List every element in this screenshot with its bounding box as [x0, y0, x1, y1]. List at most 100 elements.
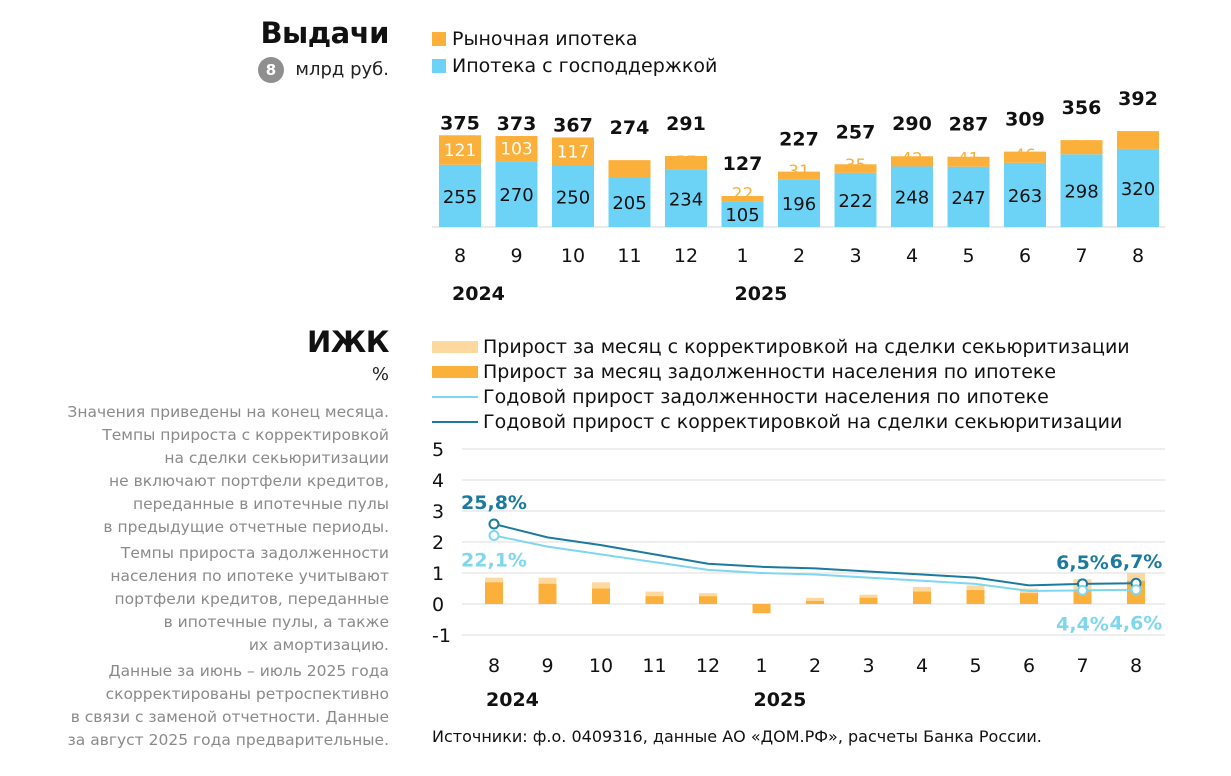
bar-market — [891, 156, 933, 167]
data-label-total: 127 — [723, 153, 763, 175]
bar-monthly — [859, 597, 878, 604]
x-tick-label: 12 — [674, 245, 698, 267]
x-tick-label: 1 — [755, 655, 767, 677]
legend-item-state: Ипотека с господдержкой — [432, 55, 717, 77]
x-tick-label: 4 — [906, 245, 918, 267]
bar-monthly — [699, 596, 717, 604]
source-note: Источники: ф.о. 0409316, данные АО «ДОМ.… — [432, 727, 1042, 746]
legend-item-monthly: Прирост за месяц задолженности населения… — [432, 360, 1130, 384]
legend-swatch-monthly — [432, 366, 478, 378]
data-label-total: 257 — [836, 121, 876, 143]
bar-market — [439, 135, 481, 165]
note-line: в ипотечные пулы, а также — [163, 613, 389, 631]
bar-state-support — [608, 176, 651, 227]
y-tick-label: 0 — [432, 594, 444, 616]
data-annotation: 6,5% — [1056, 552, 1109, 574]
data-label-state-support: 248 — [895, 188, 929, 209]
data-label-total: 367 — [553, 114, 593, 136]
legend-label-state: Ипотека с господдержкой — [452, 55, 718, 77]
data-label-total: 375 — [440, 112, 480, 134]
data-label-total: 227 — [779, 129, 819, 151]
bar-market — [1060, 140, 1103, 155]
bar-state-support — [1004, 162, 1046, 227]
x-year-label: 2024 — [486, 689, 539, 711]
x-tick-label: 5 — [969, 655, 981, 677]
y-tick-label: -1 — [432, 625, 451, 647]
legend-swatch-adjusted-monthly — [432, 341, 478, 353]
data-label-total: 356 — [1062, 97, 1102, 119]
data-label-market: 35 — [845, 156, 867, 176]
y-tick-label: 3 — [432, 501, 444, 523]
bar-monthly — [966, 590, 985, 604]
x-tick-label: 7 — [1075, 245, 1087, 267]
methodology-note-2: Темпы прироста задолженности населения п… — [9, 542, 389, 657]
mortgage-debt-unit: % — [371, 364, 389, 385]
bar-monthly — [1020, 593, 1038, 604]
x-tick-label: 10 — [589, 655, 613, 677]
issuance-bar-chart: 2551213758270103373925011736710205692741… — [432, 88, 1165, 305]
issuance-legend: Рыночная ипотека Ипотека с господдержкой — [432, 28, 717, 77]
methodology-note-1: Значения приведены на конец месяца. Темп… — [9, 401, 389, 539]
data-label-total: 309 — [1005, 109, 1045, 131]
bar-monthly — [538, 583, 557, 604]
legend-swatch-state — [432, 59, 446, 73]
bar-market — [1117, 131, 1159, 149]
data-label-total: 290 — [892, 113, 932, 135]
data-label-market: 41 — [958, 150, 980, 170]
bar-monthly — [592, 588, 610, 604]
data-label-market: 58 — [1071, 137, 1093, 157]
line-marker — [1130, 584, 1142, 596]
note-line: в предыдущие отчетные периоды. — [103, 518, 389, 536]
line-marker — [1077, 584, 1088, 596]
data-label-market: 103 — [500, 140, 532, 160]
x-tick-label: 11 — [617, 245, 641, 267]
data-annotation: 4,4% — [1056, 613, 1109, 635]
data-label-state-support: 105 — [725, 205, 759, 226]
data-label-market: 22 — [732, 184, 754, 204]
data-label-state-support: 196 — [782, 194, 816, 215]
line-annual-growth — [493, 534, 1137, 592]
data-label-state-support: 255 — [443, 187, 477, 208]
bar-market — [947, 156, 990, 167]
data-label-market: 46 — [1014, 146, 1036, 166]
data-label-state-support: 270 — [499, 185, 533, 206]
bar-market — [665, 155, 707, 170]
bar-monthly — [752, 604, 771, 614]
x-tick-label: 1 — [736, 245, 748, 267]
bar-market — [778, 171, 820, 180]
legend-swatch-market — [432, 32, 446, 46]
data-annotation: 6,7% — [1110, 551, 1163, 573]
note-line: портфели кредитов, переданные — [114, 590, 389, 608]
line-marker — [488, 518, 500, 530]
line-marker — [488, 529, 500, 541]
legend-label-annual: Годовой прирост задолженности населения … — [483, 386, 1049, 408]
bar-state-support — [1117, 148, 1159, 227]
data-annotation: 22,1% — [461, 549, 527, 571]
x-tick-label: 3 — [849, 245, 861, 267]
data-label-state-support: 247 — [951, 188, 985, 209]
x-tick-label: 10 — [561, 245, 585, 267]
data-label-market: 117 — [557, 143, 589, 163]
x-tick-label: 8 — [1132, 245, 1144, 267]
note-line: Темпы прироста с корректировкой — [102, 426, 389, 444]
note-line: населения по ипотеке учитывают — [110, 567, 389, 585]
bar-monthly — [645, 596, 664, 604]
bar-monthly — [1073, 590, 1092, 604]
data-annotation: 25,8% — [461, 492, 527, 514]
data-label-market: 31 — [788, 162, 810, 182]
data-label-total: 392 — [1118, 88, 1158, 110]
data-label-market: 42 — [901, 149, 923, 169]
note-line: не включают портфели кредитов, — [109, 472, 389, 490]
bar-state-support — [834, 172, 877, 227]
x-tick-label: 2 — [793, 245, 805, 267]
note-line: скорректированы ретроспективно — [105, 685, 389, 703]
legend-item-annual-adjusted: Годовой прирост с корректировкой на сдел… — [432, 410, 1130, 434]
note-line: в связи с заменой отчетности. Данные — [70, 708, 389, 726]
legend-item-market: Рыночная ипотека — [432, 28, 717, 50]
x-tick-label: 8 — [1130, 655, 1142, 677]
note-line: их амортизацию. — [248, 636, 389, 654]
data-annotation: 4,6% — [1110, 613, 1163, 635]
bar-market — [721, 196, 764, 202]
y-tick-label: 5 — [432, 439, 444, 461]
